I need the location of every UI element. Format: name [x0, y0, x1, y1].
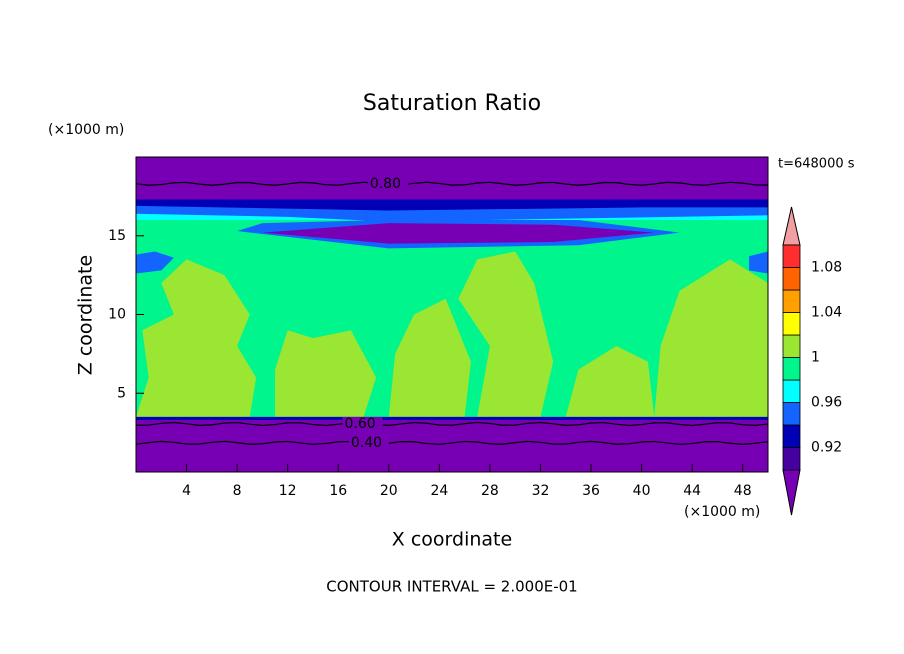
y-tick-label: 10 — [108, 307, 126, 323]
contour-line — [136, 421, 768, 427]
contour-region — [654, 259, 768, 417]
contour-region — [458, 251, 554, 417]
colorbar-box — [782, 334, 801, 358]
contour-region — [136, 420, 768, 472]
contour-region — [565, 346, 655, 417]
x-tick-label: 20 — [380, 483, 398, 499]
contour-region — [136, 196, 768, 211]
contour-line — [136, 181, 768, 186]
contour-label: 0.80 — [370, 176, 401, 192]
x-unit: (×1000 m) — [684, 504, 760, 520]
colorbar-label: 0.96 — [811, 395, 842, 411]
contour-label-bg — [367, 176, 408, 191]
colorbar-box — [782, 312, 801, 336]
x-tick-label: 48 — [734, 483, 752, 499]
y-tick-label: 5 — [117, 385, 126, 401]
colorbar-box — [782, 357, 801, 381]
colorbar-box — [782, 267, 801, 291]
x-tick-label: 12 — [279, 483, 297, 499]
colorbar-triangle — [782, 469, 801, 516]
x-tick-label: 36 — [582, 483, 600, 499]
contour-label: 0.60 — [345, 416, 376, 432]
x-tick-label: 28 — [481, 483, 499, 499]
colorbar-box — [782, 447, 801, 471]
x-tick-label: 44 — [683, 483, 701, 499]
contour-label: 0.40 — [351, 435, 382, 451]
contour-label-bg — [348, 435, 389, 450]
x-axis-label: X coordinate — [392, 529, 512, 551]
colorbar-label: 0.92 — [811, 440, 842, 456]
contour-region — [136, 259, 257, 417]
y-tick-label: 15 — [108, 228, 126, 244]
contour-region — [136, 157, 768, 200]
colorbar-triangle — [782, 206, 801, 246]
x-tick-label: 16 — [329, 483, 347, 499]
contour-label-bg — [342, 416, 383, 431]
contour-region — [749, 251, 768, 274]
colorbar-box — [782, 424, 801, 448]
colorbar-box — [782, 379, 801, 403]
x-tick-label: 4 — [182, 483, 191, 499]
contour-region — [262, 223, 655, 244]
y-axis-label: Z coordinate — [75, 255, 97, 375]
field: 0.80 0.60 0.40 — [136, 157, 768, 472]
time-label: t=648000 s — [778, 157, 855, 172]
y-unit: (×1000 m) — [48, 122, 124, 138]
x-tick-label: 32 — [532, 483, 550, 499]
x-tick-label: 8 — [233, 483, 242, 499]
colorbar-box — [782, 289, 801, 313]
contour-line — [136, 440, 768, 445]
contour-region — [136, 251, 174, 274]
x-tick-label: 40 — [633, 483, 651, 499]
colorbar-box — [782, 244, 801, 268]
colorbar-label: 1 — [811, 350, 820, 366]
colorbar-label: 1.08 — [811, 260, 842, 276]
footer: CONTOUR INTERVAL = 2.000E-01 — [326, 578, 577, 596]
x-tick-label: 24 — [430, 483, 448, 499]
colorbar-label: 1.04 — [811, 305, 842, 321]
colorbar-box — [782, 402, 801, 426]
chart-title: Saturation Ratio — [363, 91, 541, 116]
contour-region — [388, 298, 471, 417]
contour-region — [275, 330, 377, 417]
